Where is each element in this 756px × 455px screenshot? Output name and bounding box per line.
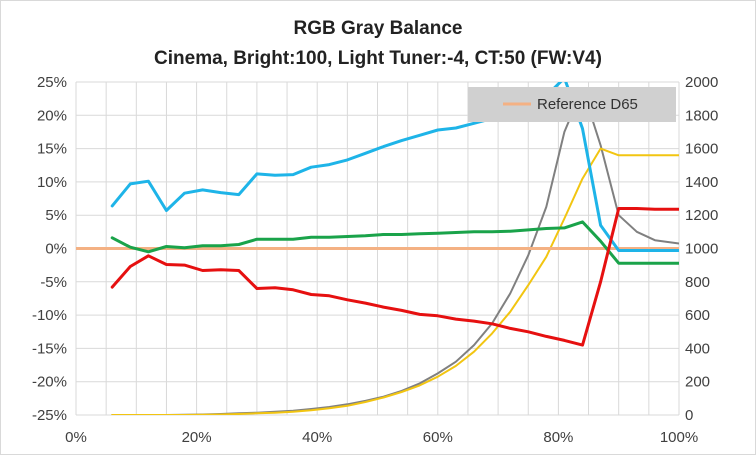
y-tick-label: -20% (32, 374, 67, 391)
y2-tick-label: 0 (685, 407, 693, 424)
legend-box (468, 87, 676, 122)
chart-title: RGB Gray Balance (294, 18, 463, 39)
y2-tick-label: 1400 (685, 174, 718, 191)
y2-tick-label: 1600 (685, 141, 718, 158)
y-tick-label: 25% (37, 74, 67, 91)
y2-tick-label: 400 (685, 340, 710, 357)
y-tick-label: 0% (45, 241, 67, 258)
y-tick-label: -10% (32, 307, 67, 324)
y2-tick-label: 1200 (685, 207, 718, 224)
y2-tick-label: 1800 (685, 107, 718, 124)
series-line-green (110, 220, 679, 265)
x-tick-label: 0% (65, 429, 87, 446)
x-tick-label: 100% (660, 429, 698, 446)
y-tick-label: 10% (37, 174, 67, 191)
y-tick-label: -5% (40, 274, 67, 291)
axis-labels: 0% 20% 40% 60% 80% 100% 25% 20% 15% 10% 5% 0% -5% -10… (32, 74, 718, 446)
series-line-red (110, 207, 679, 347)
y2-tick-label: 800 (685, 274, 710, 291)
y2-tick-label: 1000 (685, 241, 718, 258)
y-tick-label: 5% (45, 207, 67, 224)
legend: Reference D65 (468, 87, 676, 122)
y-tick-label: 15% (37, 141, 67, 158)
y-tick-label: -15% (32, 340, 67, 357)
y2-tick-label: 200 (685, 374, 710, 391)
x-tick-label: 40% (302, 429, 332, 446)
x-tick-label: 80% (543, 429, 573, 446)
y2-tick-label: 2000 (685, 74, 718, 91)
x-tick-label: 60% (423, 429, 453, 446)
y-tick-label: -25% (32, 407, 67, 424)
y2-tick-label: 600 (685, 307, 710, 324)
series-line-yellow (111, 147, 679, 415)
chart-subtitle: Cinema, Bright:100, Light Tuner:-4, CT:5… (154, 48, 602, 69)
series-line-gray (111, 87, 679, 415)
x-tick-label: 20% (182, 429, 212, 446)
y-tick-label: 20% (37, 107, 67, 124)
legend-label-reference: Reference D65 (537, 96, 638, 113)
